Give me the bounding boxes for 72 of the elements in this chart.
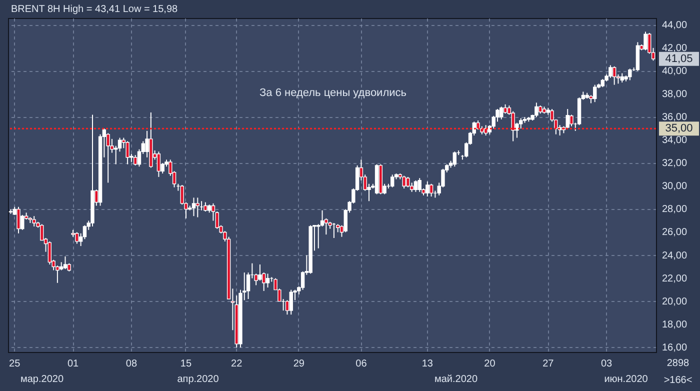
y-tick-label: 40,00 [662,66,688,77]
candlestick [402,175,406,189]
x-tick-label: 03 [600,358,613,370]
candlestick [620,72,624,83]
candlestick [534,102,538,118]
candlestick [414,180,418,192]
text: апр.2020 [177,374,220,385]
y-tick-label: 20,00 [662,296,688,308]
candlestick [192,197,196,217]
y-tick-label: 38,00 [662,89,688,100]
y-tick-label: 28,00 [662,204,688,216]
candlestick [566,108,570,130]
candlestick [126,140,130,165]
candlestick [16,206,20,234]
text: >166< [664,375,692,386]
text: май.2020 [434,374,478,385]
x-tick-label: 01 [67,358,80,370]
y-tick-label: 26,00 [662,227,688,238]
candlestick [390,174,394,188]
candlestick [406,176,410,188]
y-tick-label: 36,00 [662,112,688,124]
candlestick [612,66,616,86]
x-tick-label: 20 [484,358,496,370]
candlestick [644,31,648,51]
annotation: 41,05 [665,52,693,65]
candlestick [476,120,480,130]
y-tick-label: 44,00 [662,20,688,31]
candlestick [289,289,293,316]
x-tick-label: 06 [356,358,368,370]
candlestick [32,216,36,227]
candlestick [258,264,262,282]
candlestick [452,151,457,168]
x-tick-label: 08 [126,358,138,370]
candlestick [156,151,161,178]
candlestick [75,232,79,244]
y-tick-label: 22,00 [662,273,688,284]
candlestick [429,183,434,198]
y-tick-label: 18,00 [662,319,688,330]
candlestick [63,256,68,270]
candlestick [133,154,138,166]
ref-line-label: 35,00 [665,122,693,135]
candlestick [426,181,430,198]
candlestick [266,273,270,288]
text: июн.2020 [604,374,648,385]
y-tick-label: 24,00 [662,250,688,262]
candlestick [196,197,200,218]
candlestick [608,64,612,78]
candlestick [593,84,597,103]
candlestick [628,68,632,81]
text: мар.2020 [20,374,64,385]
candlestick [40,224,44,241]
x-tick-label: 15 [180,358,192,370]
x-tick-label: 29 [293,358,305,370]
y-tick-label: 16,00 [662,342,688,354]
x-tick-label: 22 [231,358,243,370]
chart-title: BRENT 8H High = 43,41 Low = 15,98 [11,4,178,15]
candlestick [503,104,508,114]
x-tick-label: 25 [9,358,21,370]
candlestick [316,224,320,249]
candlestick [106,132,110,184]
y-tick-label: 34,00 [662,135,688,146]
y-tick-label: 32,00 [662,158,688,170]
x-tick-label: 13 [422,358,434,370]
candlestick [204,202,208,212]
y-tick-label: 30,00 [662,181,688,192]
candlestick [418,178,422,192]
candlestick [570,114,574,127]
annotation: За 6 недель цены удвоились [260,87,407,99]
text: 2898 [666,358,690,369]
x-tick-label: 27 [542,358,554,370]
y-tick-label: 42,00 [662,42,688,54]
candlestick [500,106,504,120]
